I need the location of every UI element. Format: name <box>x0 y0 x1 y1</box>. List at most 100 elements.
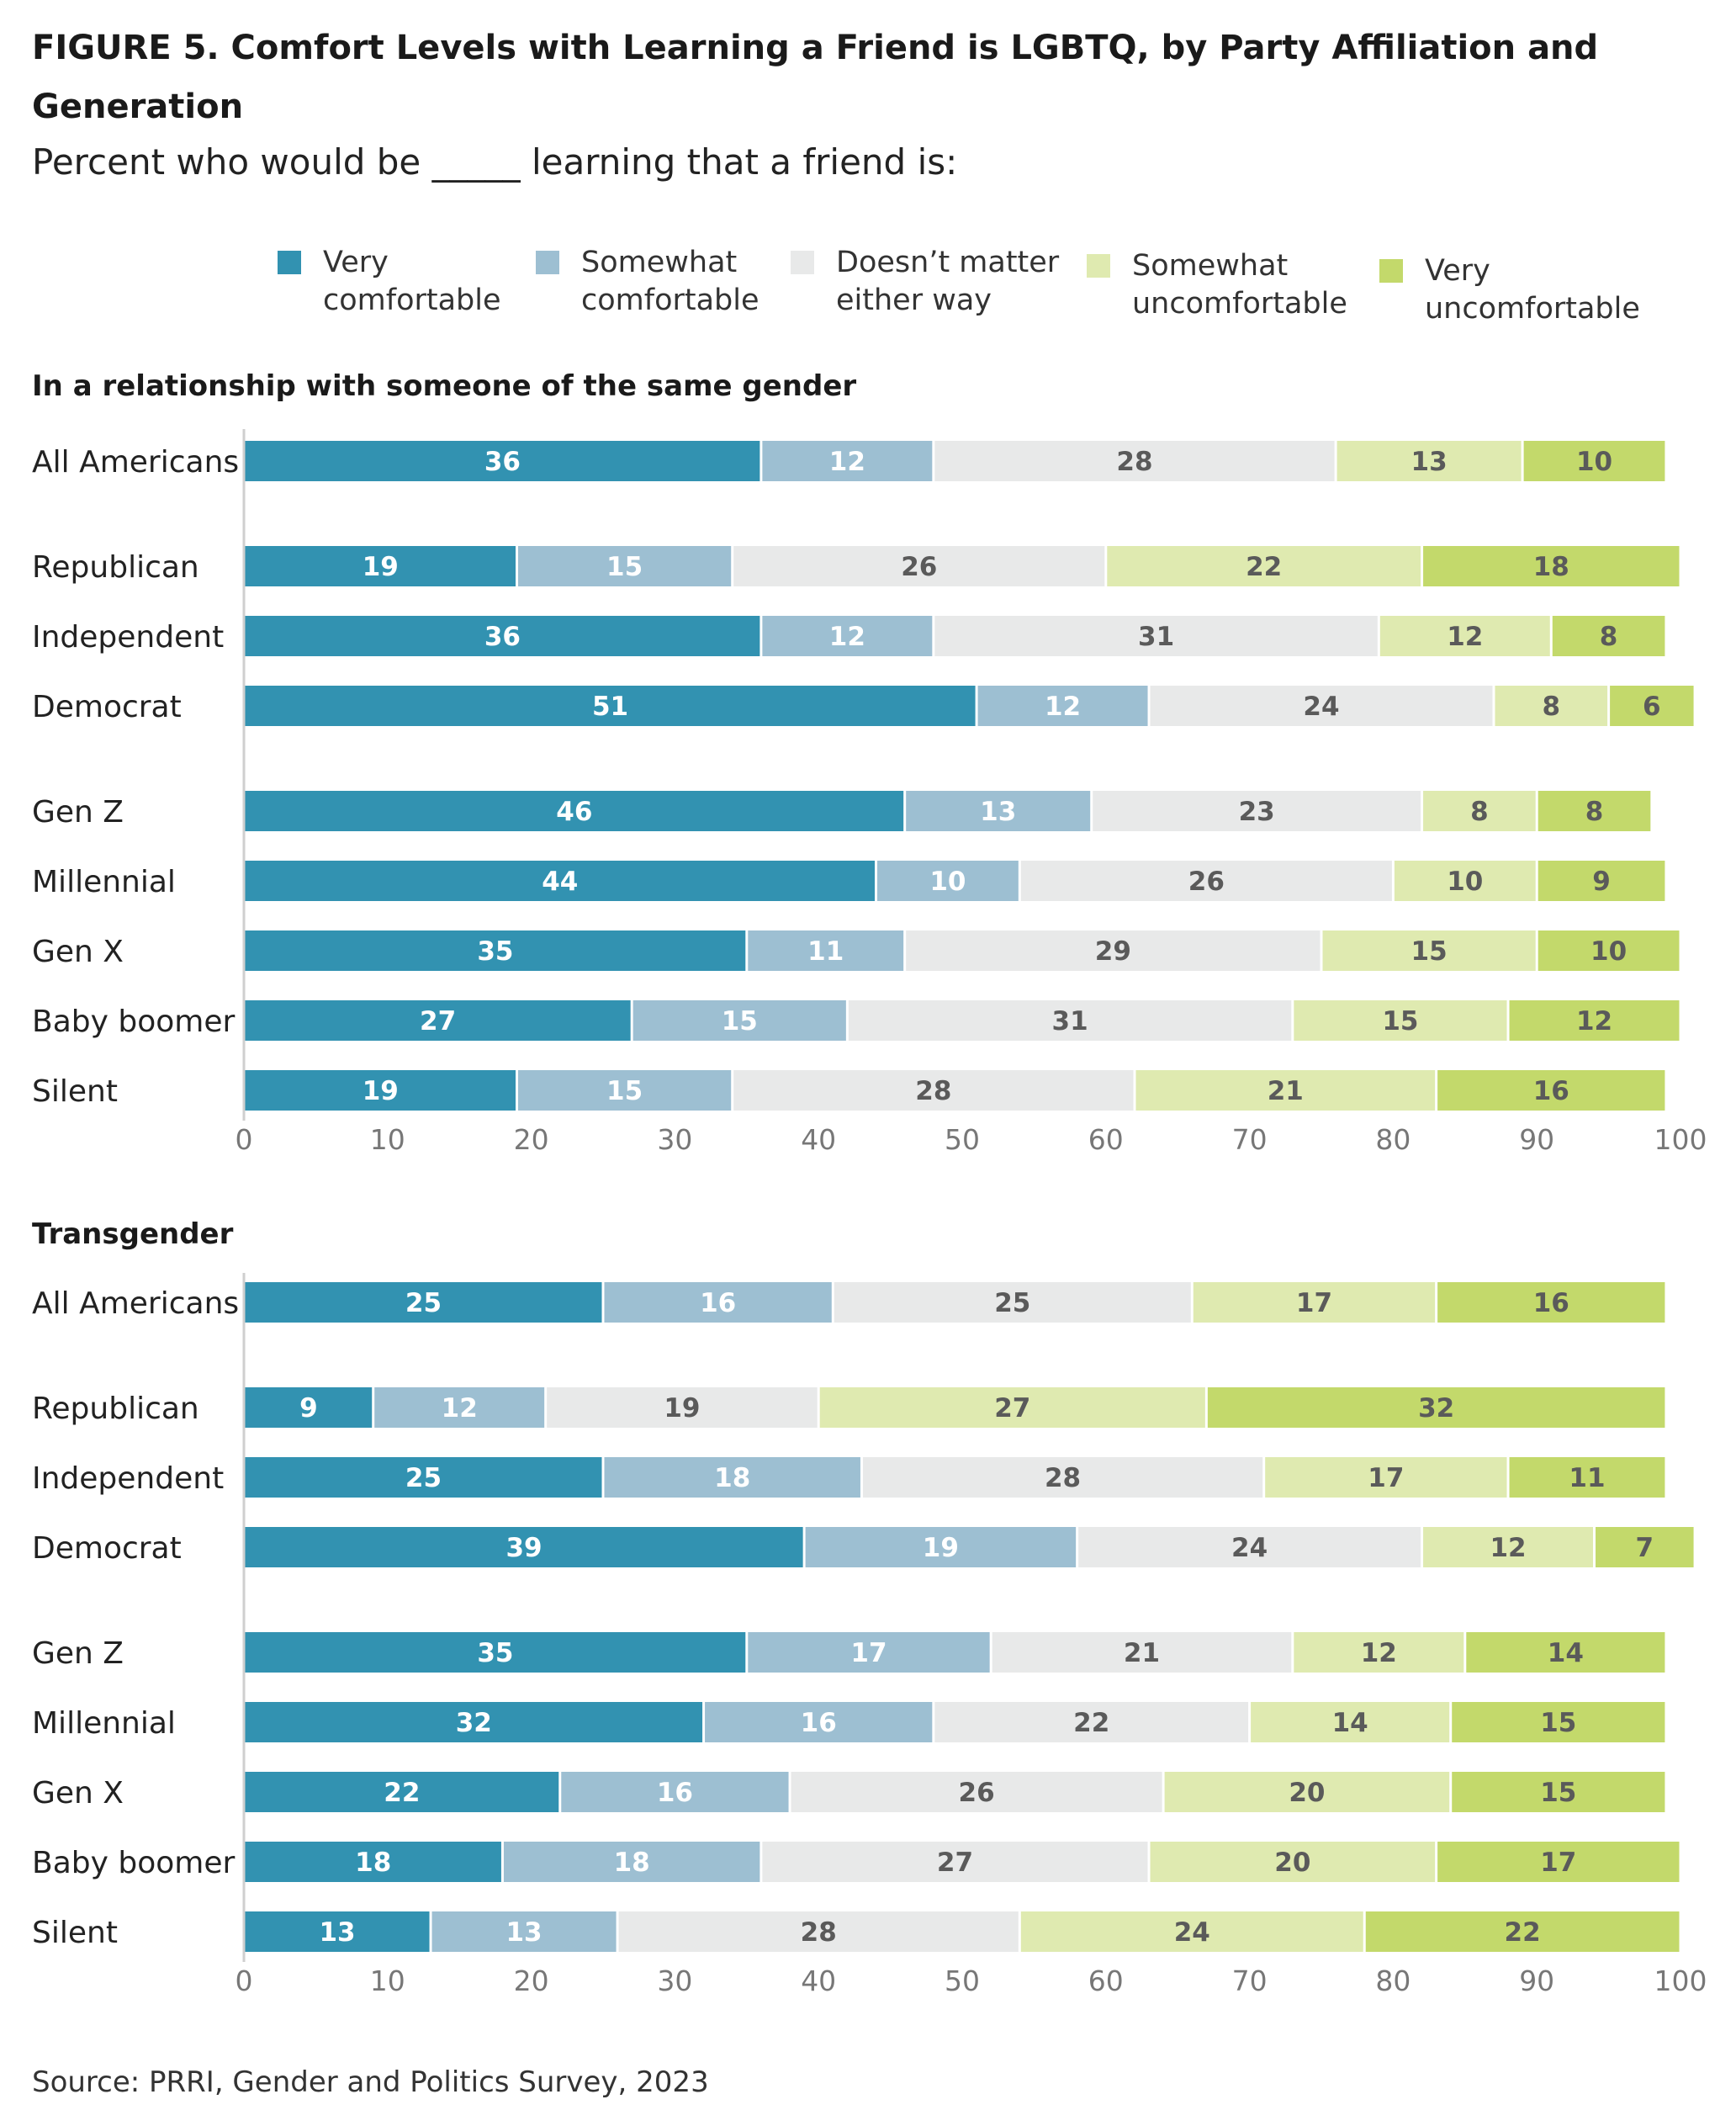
data-label: 32 <box>1418 1393 1454 1424</box>
x-tick-label: 0 <box>236 1123 253 1156</box>
chart-legend: Very comfortable Somewhat comfortable Does… <box>0 244 1736 337</box>
category-label: Democrat <box>32 690 182 724</box>
chart-panel-1: In a relationship with someone of the sa… <box>32 369 1707 1156</box>
x-tick-label: 10 <box>370 1123 405 1156</box>
data-label: 12 <box>1490 1533 1526 1563</box>
category-label: Silent <box>32 1074 118 1109</box>
bar-segment <box>1596 1527 1694 1567</box>
bar-row: Gen Z 46 13 23 8 8 <box>32 791 1651 831</box>
data-label: 13 <box>980 797 1016 827</box>
data-label: 10 <box>1590 936 1627 967</box>
data-label: 32 <box>456 1708 492 1738</box>
data-label: 29 <box>1095 936 1131 967</box>
bar-row: Baby boomer 27 15 31 15 12 <box>32 1000 1680 1041</box>
x-tick-label: 70 <box>1232 1123 1268 1156</box>
bar-segment <box>1538 791 1651 831</box>
data-label: 15 <box>1411 936 1448 967</box>
bar-segment <box>1538 861 1665 901</box>
bar-segment <box>1150 686 1493 726</box>
bar-segment <box>834 1282 1191 1323</box>
bar-segment <box>245 686 976 726</box>
legend-swatch <box>791 251 814 274</box>
bar-row: Baby boomer 18 18 27 20 17 <box>32 1842 1680 1882</box>
bar-segment <box>1379 616 1550 656</box>
data-label: 13 <box>319 1917 355 1948</box>
category-label: Independent <box>32 620 224 655</box>
data-label: 44 <box>542 867 578 897</box>
legend-item-5: Very uncomfortable <box>1379 252 1640 328</box>
bar-row: Democrat 51 12 24 8 6 <box>32 686 1694 726</box>
data-label: 21 <box>1268 1076 1304 1106</box>
bar-segment <box>1610 686 1694 726</box>
bar-segment <box>245 1282 602 1323</box>
data-label: 17 <box>850 1638 887 1668</box>
x-tick-label: 20 <box>514 1123 549 1156</box>
data-label: 13 <box>505 1917 542 1948</box>
category-label: Republican <box>32 1392 199 1426</box>
data-label: 10 <box>1447 867 1483 897</box>
bar-segment <box>1020 861 1392 901</box>
data-label: 21 <box>1124 1638 1160 1668</box>
data-label: 27 <box>994 1393 1030 1424</box>
data-label: 14 <box>1548 1638 1584 1668</box>
data-label: 46 <box>556 797 592 827</box>
bar-segment <box>1336 441 1522 481</box>
bar-segment <box>1437 1070 1665 1111</box>
data-label: 15 <box>1540 1778 1576 1808</box>
figure-title: FIGURE 5. Comfort Levels with Learning a… <box>32 29 1599 126</box>
data-label: 19 <box>363 552 399 582</box>
legend-label: Doesn’t matter either way <box>836 246 1060 317</box>
bar-segment <box>906 791 1091 831</box>
bar-segment <box>1265 1457 1507 1498</box>
data-label: 9 <box>299 1393 318 1424</box>
bar-segment <box>245 1632 746 1673</box>
bar-segment <box>1107 546 1421 586</box>
data-label: 20 <box>1274 1848 1310 1878</box>
data-label: 16 <box>801 1708 837 1738</box>
legend-swatch <box>1087 254 1110 278</box>
category-label: Millennial <box>32 865 176 899</box>
data-label: 25 <box>994 1288 1030 1318</box>
data-label: 39 <box>505 1533 542 1563</box>
data-label: 36 <box>484 622 521 652</box>
data-label: 22 <box>1505 1917 1541 1948</box>
bar-segment <box>431 1911 617 1952</box>
bar-segment <box>1164 1772 1450 1812</box>
bar-segment <box>245 861 876 901</box>
data-label: 16 <box>1533 1076 1569 1106</box>
bar-segment <box>1423 791 1536 831</box>
data-label: 19 <box>923 1533 959 1563</box>
category-label: Gen Z <box>32 795 124 830</box>
bar-row: All Americans 25 16 25 17 16 <box>32 1282 1665 1323</box>
data-label: 16 <box>700 1288 736 1318</box>
data-label: 12 <box>1447 622 1483 652</box>
x-tick-label: 40 <box>801 1964 836 1997</box>
bar-row: Independent 36 12 31 12 8 <box>32 616 1665 656</box>
x-tick-label: 80 <box>1375 1964 1410 1997</box>
bar-segment <box>748 930 904 971</box>
data-label: 26 <box>901 552 937 582</box>
bar-segment <box>1437 1842 1680 1882</box>
data-label: 28 <box>915 1076 951 1106</box>
bar-segment <box>1150 1842 1436 1882</box>
bar-segment <box>1552 616 1665 656</box>
data-label: 17 <box>1296 1288 1332 1318</box>
bar-segment <box>1437 1282 1665 1323</box>
data-label: 28 <box>1045 1463 1081 1493</box>
chart-panel-2: Transgender All Americans 25 16 25 17 16 Republ… <box>32 1217 1707 1997</box>
bar-segment <box>632 1000 846 1041</box>
bar-segment <box>618 1911 1019 1952</box>
bar-segment <box>245 791 904 831</box>
data-label: 13 <box>1411 447 1448 477</box>
bar-segment <box>518 1070 732 1111</box>
data-label: 12 <box>1045 692 1081 722</box>
bar-segment <box>245 546 516 586</box>
bar-segment <box>705 1702 933 1742</box>
data-label: 35 <box>477 936 513 967</box>
bar-row: Silent 13 13 28 24 22 <box>32 1911 1680 1952</box>
bar-segment <box>977 686 1148 726</box>
bar-segment <box>1423 546 1680 586</box>
bar-row: Democrat 39 19 24 12 7 <box>32 1527 1694 1567</box>
bar-row: Silent 19 15 28 21 16 <box>32 1070 1665 1111</box>
x-tick-label: 50 <box>945 1964 980 1997</box>
